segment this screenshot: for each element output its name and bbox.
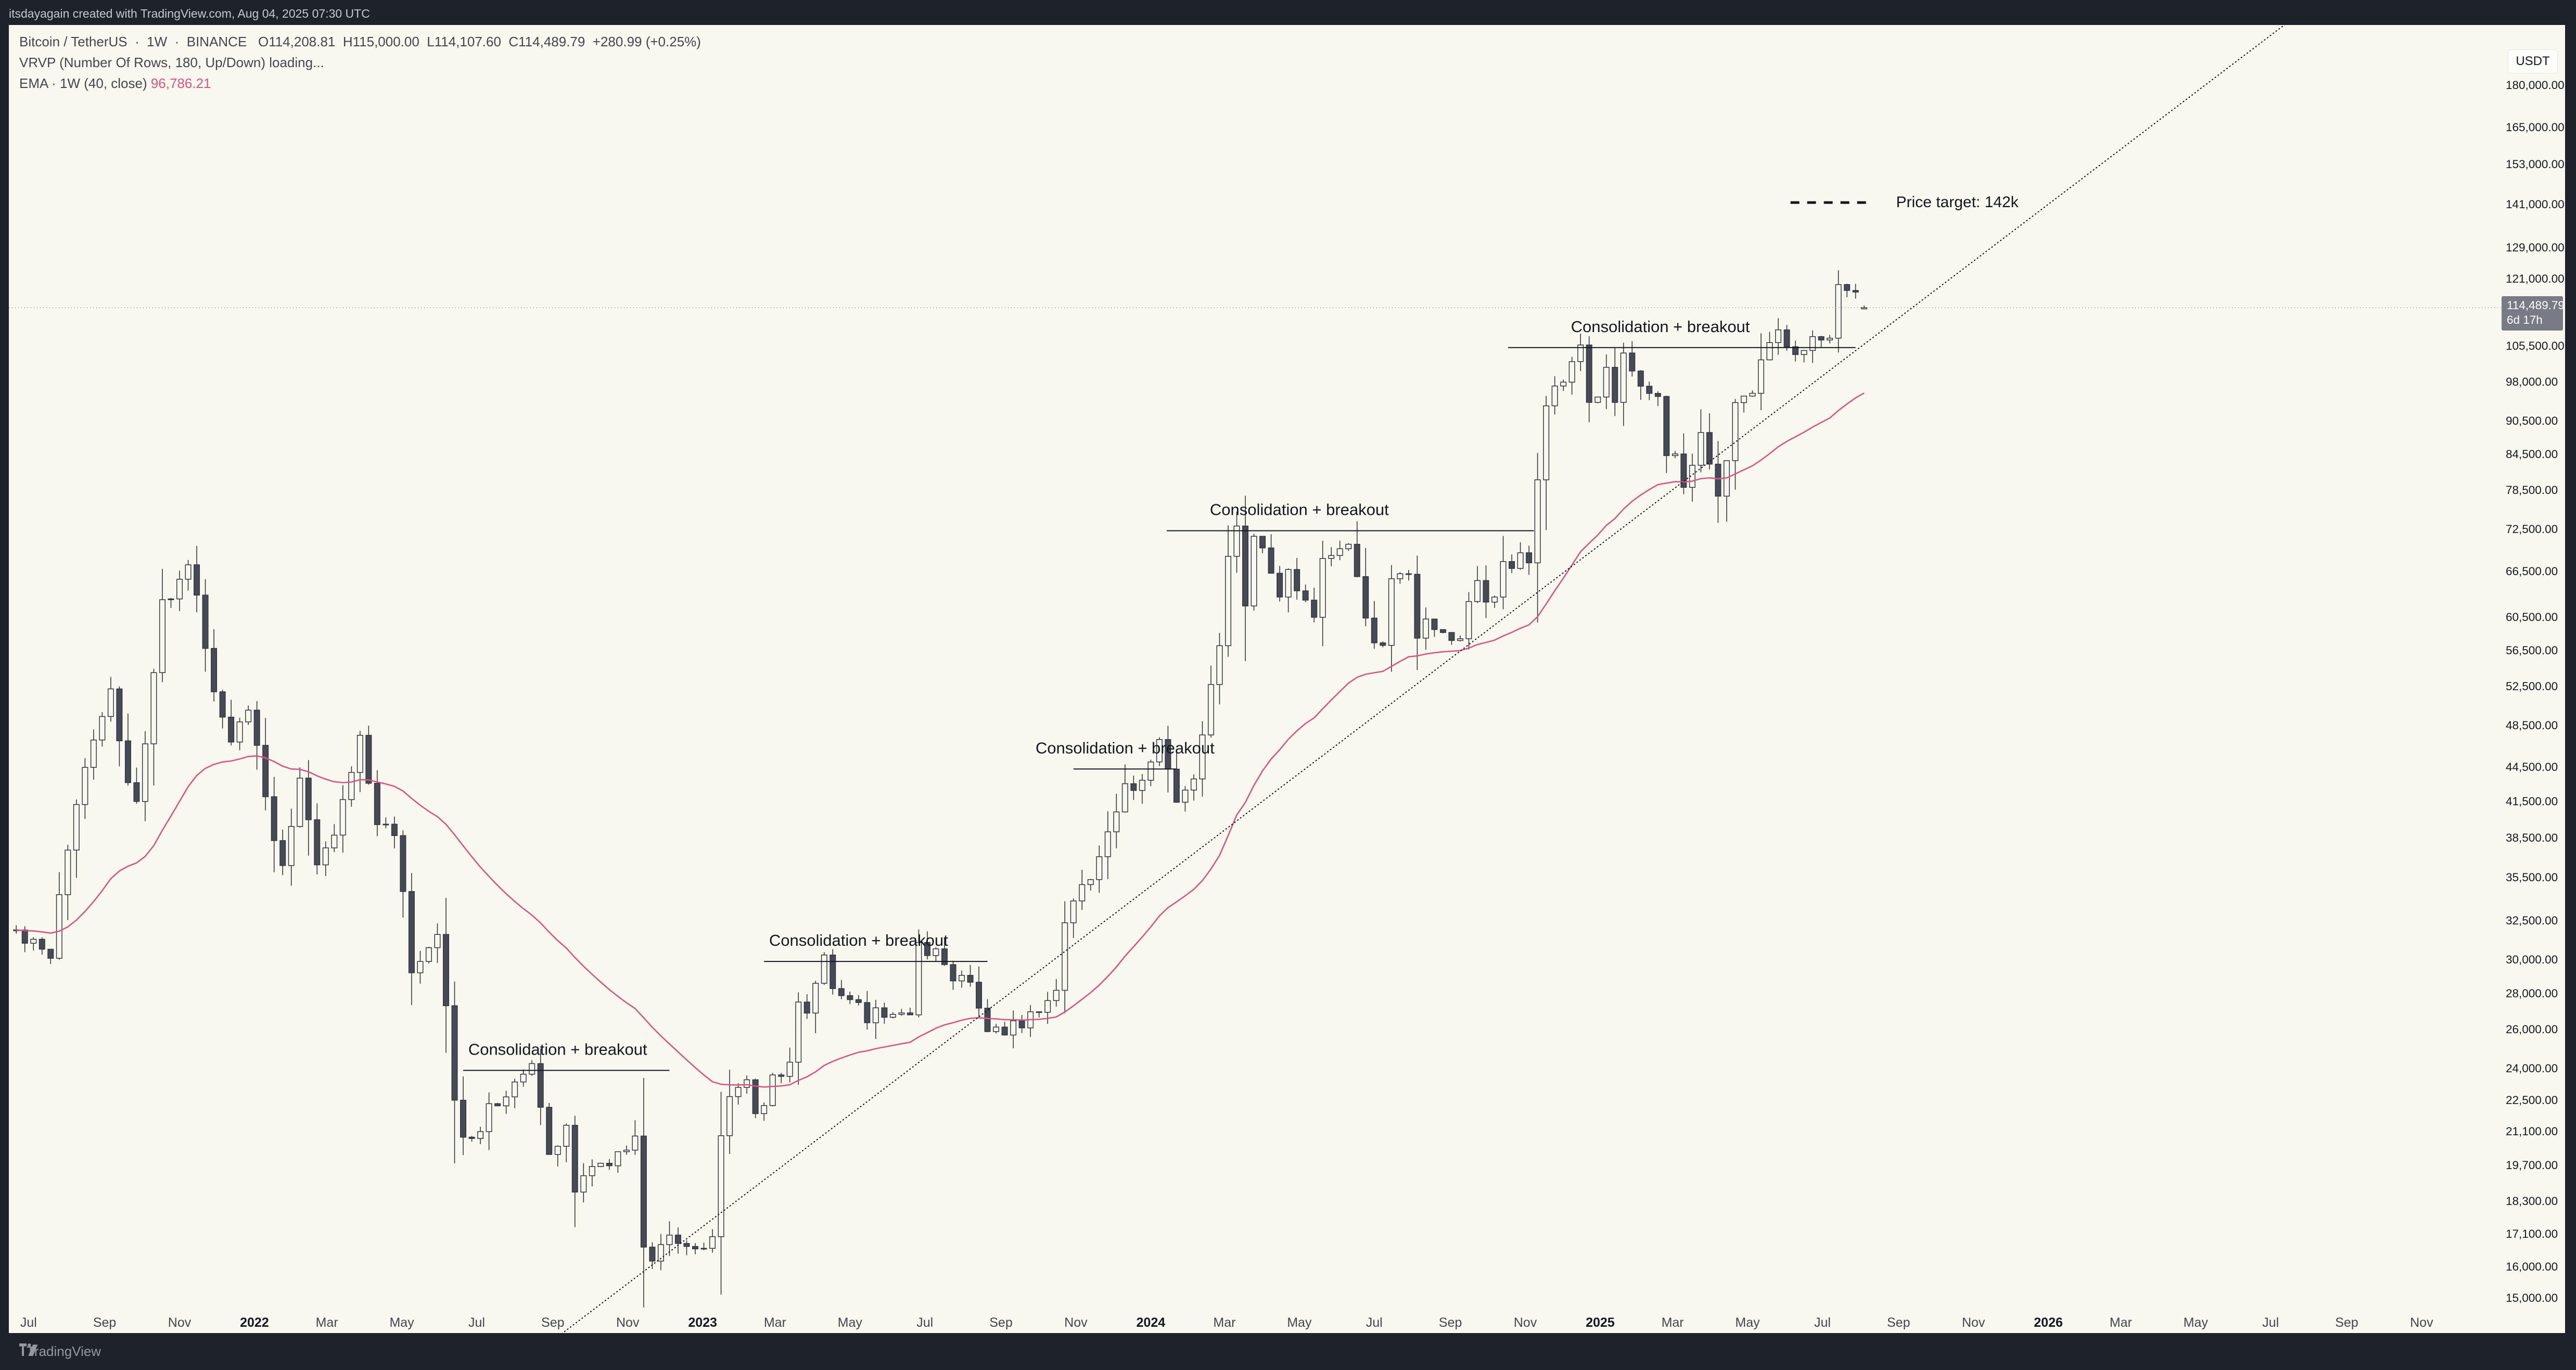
svg-text:Consolidation + breakout: Consolidation + breakout — [1210, 501, 1389, 519]
svg-text:Price target: 142k: Price target: 142k — [1896, 194, 2019, 211]
svg-text:Consolidation + breakout: Consolidation + breakout — [1036, 739, 1215, 757]
svg-text:Consolidation + breakout: Consolidation + breakout — [769, 931, 948, 949]
svg-text:Consolidation + breakout: Consolidation + breakout — [468, 1040, 647, 1058]
svg-text:Consolidation + breakout: Consolidation + breakout — [1571, 318, 1750, 336]
